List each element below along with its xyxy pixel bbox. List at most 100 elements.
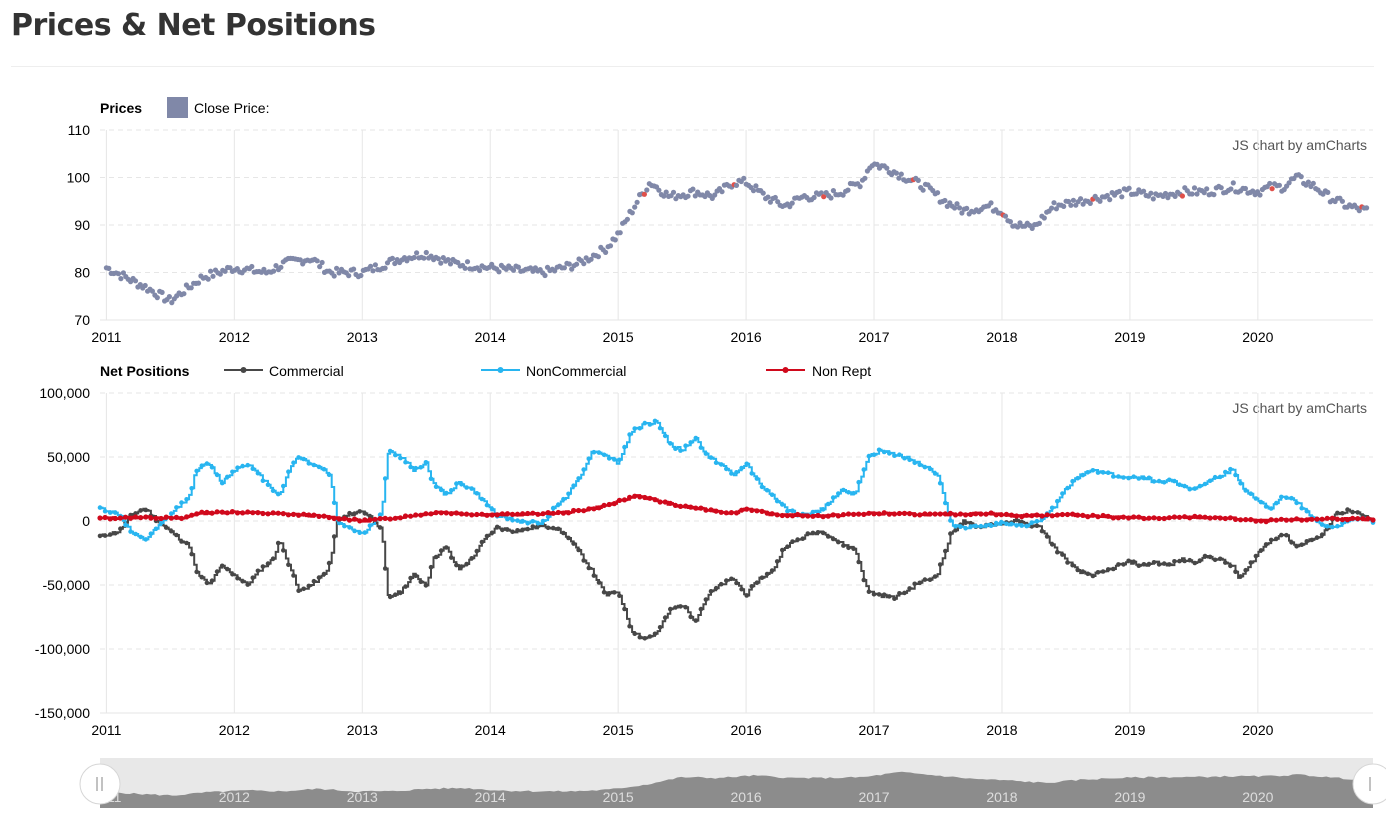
commercial-point [387, 594, 393, 600]
nonrept-point [1227, 515, 1233, 521]
commercial-point [1105, 567, 1111, 572]
commercial-legend-item[interactable]: Commercial [224, 363, 344, 379]
nonrept-point [1319, 516, 1325, 522]
commercial-point [357, 509, 363, 514]
noncommercial-point [764, 487, 770, 493]
nonrept-point [728, 509, 735, 516]
commercial-point [937, 562, 943, 567]
close-price-point [719, 189, 725, 195]
nonrept-point [876, 511, 882, 517]
nonrept-point [963, 512, 969, 518]
nonrept-point [504, 511, 510, 517]
nonrept-point [912, 512, 918, 518]
commercial-legend-label[interactable]: Commercial [269, 363, 344, 379]
close-price-point [1286, 180, 1292, 186]
noncommercial-point [769, 492, 775, 498]
nonrept-point [484, 512, 490, 518]
noncommercial-point [983, 523, 989, 528]
nonrept-point [494, 512, 500, 518]
nonrept-point [840, 511, 847, 518]
noncommercial-point [1284, 495, 1289, 501]
noncommercial-point [1248, 491, 1254, 497]
noncommercial-point [1065, 485, 1070, 491]
noncommercial-point [1029, 520, 1035, 525]
nonrept-point [1070, 511, 1076, 517]
noncommercial-point [1146, 475, 1152, 481]
noncommercial-point [97, 505, 103, 510]
commercial-point [815, 530, 821, 535]
commercial-point [291, 573, 296, 578]
nonrept-point [1299, 517, 1305, 523]
prices-y-tick-label: 110 [68, 122, 91, 138]
noncommercial-point [632, 426, 637, 431]
prices-x-tick-label: 2012 [219, 329, 250, 345]
net-x-tick-label: 2013 [347, 722, 378, 738]
close-price-point [1162, 190, 1169, 197]
nonrept-point [184, 514, 190, 520]
close-price-legend-swatch[interactable] [167, 97, 188, 118]
nonrept-legend-item[interactable]: Non Rept [766, 363, 871, 379]
noncommercial-point [642, 420, 648, 426]
nonrept-point [733, 510, 740, 516]
commercial-point [1309, 537, 1315, 543]
net-y-tick-label: 50,000 [47, 449, 90, 465]
scrollbar-start-grip[interactable] [79, 763, 121, 805]
nonrept-point [596, 505, 602, 511]
commercial-point [1279, 532, 1284, 538]
noncommercial-point [321, 466, 327, 472]
commercial-point [474, 548, 480, 554]
noncommercial-point [1090, 468, 1096, 473]
close-price-point [685, 193, 691, 199]
nonrept-point [1166, 515, 1172, 521]
prices-credit[interactable]: JS chart by amCharts [1232, 137, 1367, 153]
noncommercial-legend-dot [497, 367, 504, 373]
commercial-point [800, 536, 805, 541]
nonrept-point [774, 512, 780, 518]
noncommercial-point [123, 522, 128, 528]
close-price-point [750, 188, 757, 194]
noncommercial-point [596, 450, 602, 455]
net-x-tick-label: 2016 [731, 722, 762, 738]
noncommercial-point [566, 491, 571, 497]
nonrept-point [143, 514, 149, 520]
close-price-point [1078, 196, 1084, 202]
net-credit[interactable]: JS chart by amCharts [1232, 400, 1367, 416]
noncommercial-legend-label[interactable]: NonCommercial [526, 363, 626, 379]
scrollbar-x-tick-label: 2012 [219, 789, 250, 805]
close-price-point [1257, 192, 1263, 198]
close-price-point [1097, 198, 1103, 204]
scrollbar-x-tick-label: 2016 [731, 789, 762, 805]
nonrept-point [1258, 518, 1264, 524]
commercial-point [1223, 560, 1228, 565]
nonrept-point [886, 511, 892, 517]
nonrept-point [662, 499, 668, 505]
scrollbar-end-grip[interactable] [1352, 763, 1386, 805]
commercial-point [428, 564, 434, 570]
commercial-point [1258, 548, 1264, 553]
noncommercial-point [1060, 491, 1065, 496]
noncommercial-point [1121, 475, 1126, 480]
commercial-point [1192, 560, 1198, 566]
commercial-point [673, 605, 678, 610]
nonrept-point [845, 511, 852, 517]
noncommercial-point [739, 465, 744, 471]
noncommercial-point [703, 451, 709, 456]
close-price-point [438, 260, 444, 266]
nonrept-point [1029, 513, 1035, 519]
commercial-legend-dot [240, 367, 247, 373]
commercial-point [204, 580, 210, 586]
commercial-point [881, 592, 887, 597]
commercial-point [785, 544, 790, 549]
noncommercial-point [362, 530, 368, 535]
nonrept-legend-label[interactable]: Non Rept [812, 363, 871, 379]
nonrept-point [341, 516, 347, 522]
close-price-point [414, 250, 420, 256]
nonrept-point [296, 512, 302, 518]
commercial-point [576, 547, 581, 553]
nonrept-point [830, 512, 836, 518]
noncommercial-legend-item[interactable]: NonCommercial [481, 363, 626, 379]
commercial-point [260, 564, 266, 569]
close-price-legend-label[interactable]: Close Price: [194, 100, 269, 116]
